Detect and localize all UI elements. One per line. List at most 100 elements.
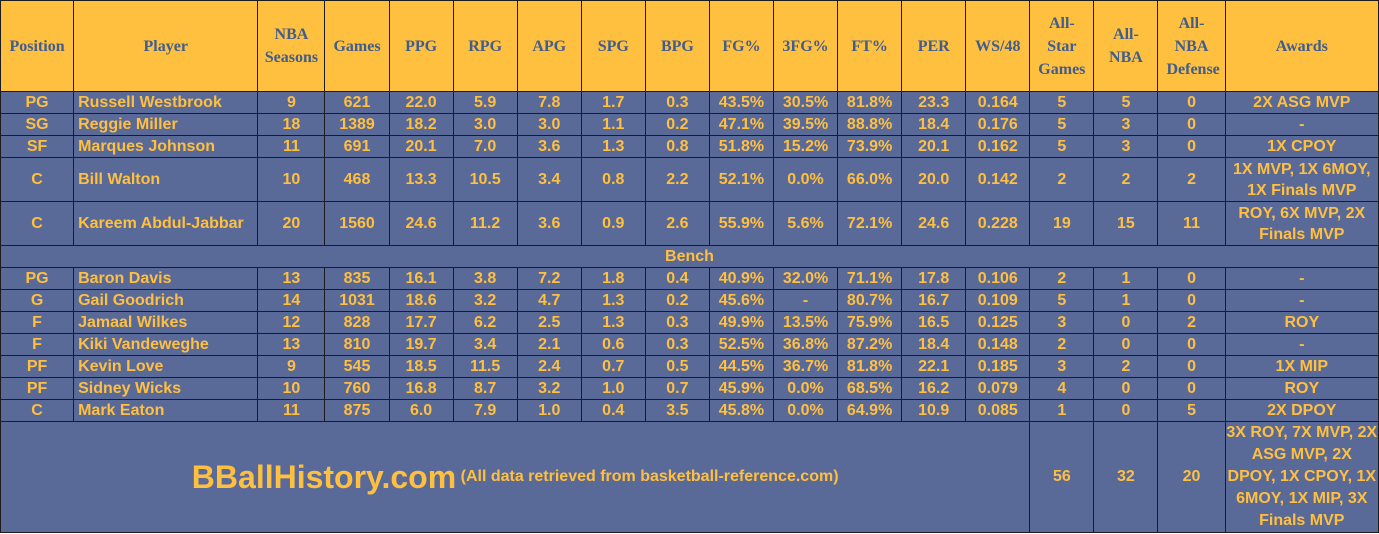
cell-awards: 1X MVP, 1X 6MOY, 1X Finals MVP (1224, 157, 1379, 202)
cell-ws48: 0.109 (965, 289, 1031, 312)
cell-allstar: 4 (1029, 377, 1095, 400)
cell-fg3: 32.0% (772, 267, 839, 290)
total-allnba: 32 (1093, 421, 1159, 533)
header-apg: APG (516, 0, 582, 92)
table-row: C Kareem Abdul-Jabbar 20 1560 24.6 11.2 3.6 0.9… (0, 201, 1379, 246)
cell-apg: 3.0 (516, 113, 582, 136)
cell-fg: 45.9% (708, 377, 775, 400)
cell-per: 23.3 (901, 91, 967, 114)
cell-ws48: 0.185 (965, 355, 1031, 378)
header-ppg: PPG (388, 0, 454, 92)
cell-allnba: 0 (1093, 333, 1159, 356)
header-spg: SPG (580, 0, 646, 92)
cell-fg: 55.9% (708, 201, 775, 246)
cell-fg3: 5.6% (772, 201, 839, 246)
cell-pos: C (0, 157, 75, 202)
cell-per: 18.4 (901, 333, 967, 356)
cell-allnba: 0 (1093, 377, 1159, 400)
cell-ft: 81.8% (837, 91, 903, 114)
cell-allnba: 1 (1093, 289, 1159, 312)
cell-ws48: 0.106 (965, 267, 1031, 290)
table-row: SF Marques Johnson 11 691 20.1 7.0 3.6 1.3 0.8 51… (0, 135, 1379, 158)
cell-games: 875 (324, 399, 390, 422)
cell-rpg: 10.5 (452, 157, 518, 202)
cell-player: Jamaal Wilkes (73, 311, 259, 334)
cell-apg: 7.2 (516, 267, 582, 290)
cell-ft: 81.8% (837, 355, 903, 378)
cell-ppg: 20.1 (388, 135, 454, 158)
cell-fg: 52.1% (708, 157, 775, 202)
cell-pos: C (0, 399, 75, 422)
cell-player: Gail Goodrich (73, 289, 259, 312)
cell-pos: PF (0, 377, 75, 400)
cell-rpg: 5.9 (452, 91, 518, 114)
cell-spg: 1.0 (580, 377, 646, 400)
cell-ppg: 24.6 (388, 201, 454, 246)
cell-seasons: 18 (257, 113, 326, 136)
cell-ws48: 0.176 (965, 113, 1031, 136)
cell-pos: C (0, 201, 75, 246)
cell-ppg: 19.7 (388, 333, 454, 356)
cell-bpg: 0.8 (644, 135, 710, 158)
total-alldef: 20 (1157, 421, 1226, 533)
cell-seasons: 10 (257, 157, 326, 202)
cell-rpg: 3.2 (452, 289, 518, 312)
cell-ft: 88.8% (837, 113, 903, 136)
cell-rpg: 6.2 (452, 311, 518, 334)
cell-ppg: 18.6 (388, 289, 454, 312)
cell-spg: 0.4 (580, 399, 646, 422)
cell-games: 835 (324, 267, 390, 290)
cell-alldef: 0 (1157, 135, 1226, 158)
cell-fg: 47.1% (708, 113, 775, 136)
cell-fg3: 15.2% (772, 135, 839, 158)
cell-rpg: 8.7 (452, 377, 518, 400)
table-row: PG Russell Westbrook 9 621 22.0 5.9 7.8 1.7 0.3 4… (0, 91, 1379, 114)
cell-games: 828 (324, 311, 390, 334)
cell-allnba: 5 (1093, 91, 1159, 114)
cell-fg3: 36.7% (772, 355, 839, 378)
cell-pos: SF (0, 135, 75, 158)
cell-bpg: 2.6 (644, 201, 710, 246)
cell-ft: 64.9% (837, 399, 903, 422)
cell-allstar: 3 (1029, 311, 1095, 334)
cell-fg3: 13.5% (772, 311, 839, 334)
cell-bpg: 0.3 (644, 333, 710, 356)
header-row: Position Player NBA Seasons Games PPG RP… (0, 0, 1379, 92)
cell-awards: 2X DPOY (1224, 399, 1379, 422)
data-source-note: (All data retrieved from basketball-refe… (460, 467, 839, 485)
cell-allstar: 2 (1029, 157, 1095, 202)
cell-pos: F (0, 333, 75, 356)
cell-ws48: 0.142 (965, 157, 1031, 202)
bench-label: Bench (0, 245, 1379, 268)
cell-rpg: 7.9 (452, 399, 518, 422)
cell-ppg: 16.8 (388, 377, 454, 400)
header-position: Position (0, 0, 75, 92)
cell-rpg: 7.0 (452, 135, 518, 158)
cell-apg: 2.1 (516, 333, 582, 356)
header-awards: Awards (1224, 0, 1379, 92)
cell-fg3: 39.5% (772, 113, 839, 136)
cell-ft: 75.9% (837, 311, 903, 334)
cell-awards: - (1224, 289, 1379, 312)
cell-allstar: 1 (1029, 399, 1095, 422)
cell-spg: 0.8 (580, 157, 646, 202)
cell-games: 621 (324, 91, 390, 114)
cell-apg: 3.2 (516, 377, 582, 400)
cell-per: 24.6 (901, 201, 967, 246)
cell-fg: 52.5% (708, 333, 775, 356)
cell-ws48: 0.085 (965, 399, 1031, 422)
cell-per: 16.5 (901, 311, 967, 334)
cell-apg: 3.6 (516, 201, 582, 246)
cell-player: Mark Eaton (73, 399, 259, 422)
cell-ppg: 18.2 (388, 113, 454, 136)
cell-spg: 1.1 (580, 113, 646, 136)
cell-awards: ROY (1224, 377, 1379, 400)
cell-ws48: 0.228 (965, 201, 1031, 246)
cell-ppg: 6.0 (388, 399, 454, 422)
cell-pos: F (0, 311, 75, 334)
cell-alldef: 0 (1157, 355, 1226, 378)
cell-fg: 45.8% (708, 399, 775, 422)
cell-allstar: 5 (1029, 135, 1095, 158)
cell-games: 1560 (324, 201, 390, 246)
cell-awards: 1X CPOY (1224, 135, 1379, 158)
